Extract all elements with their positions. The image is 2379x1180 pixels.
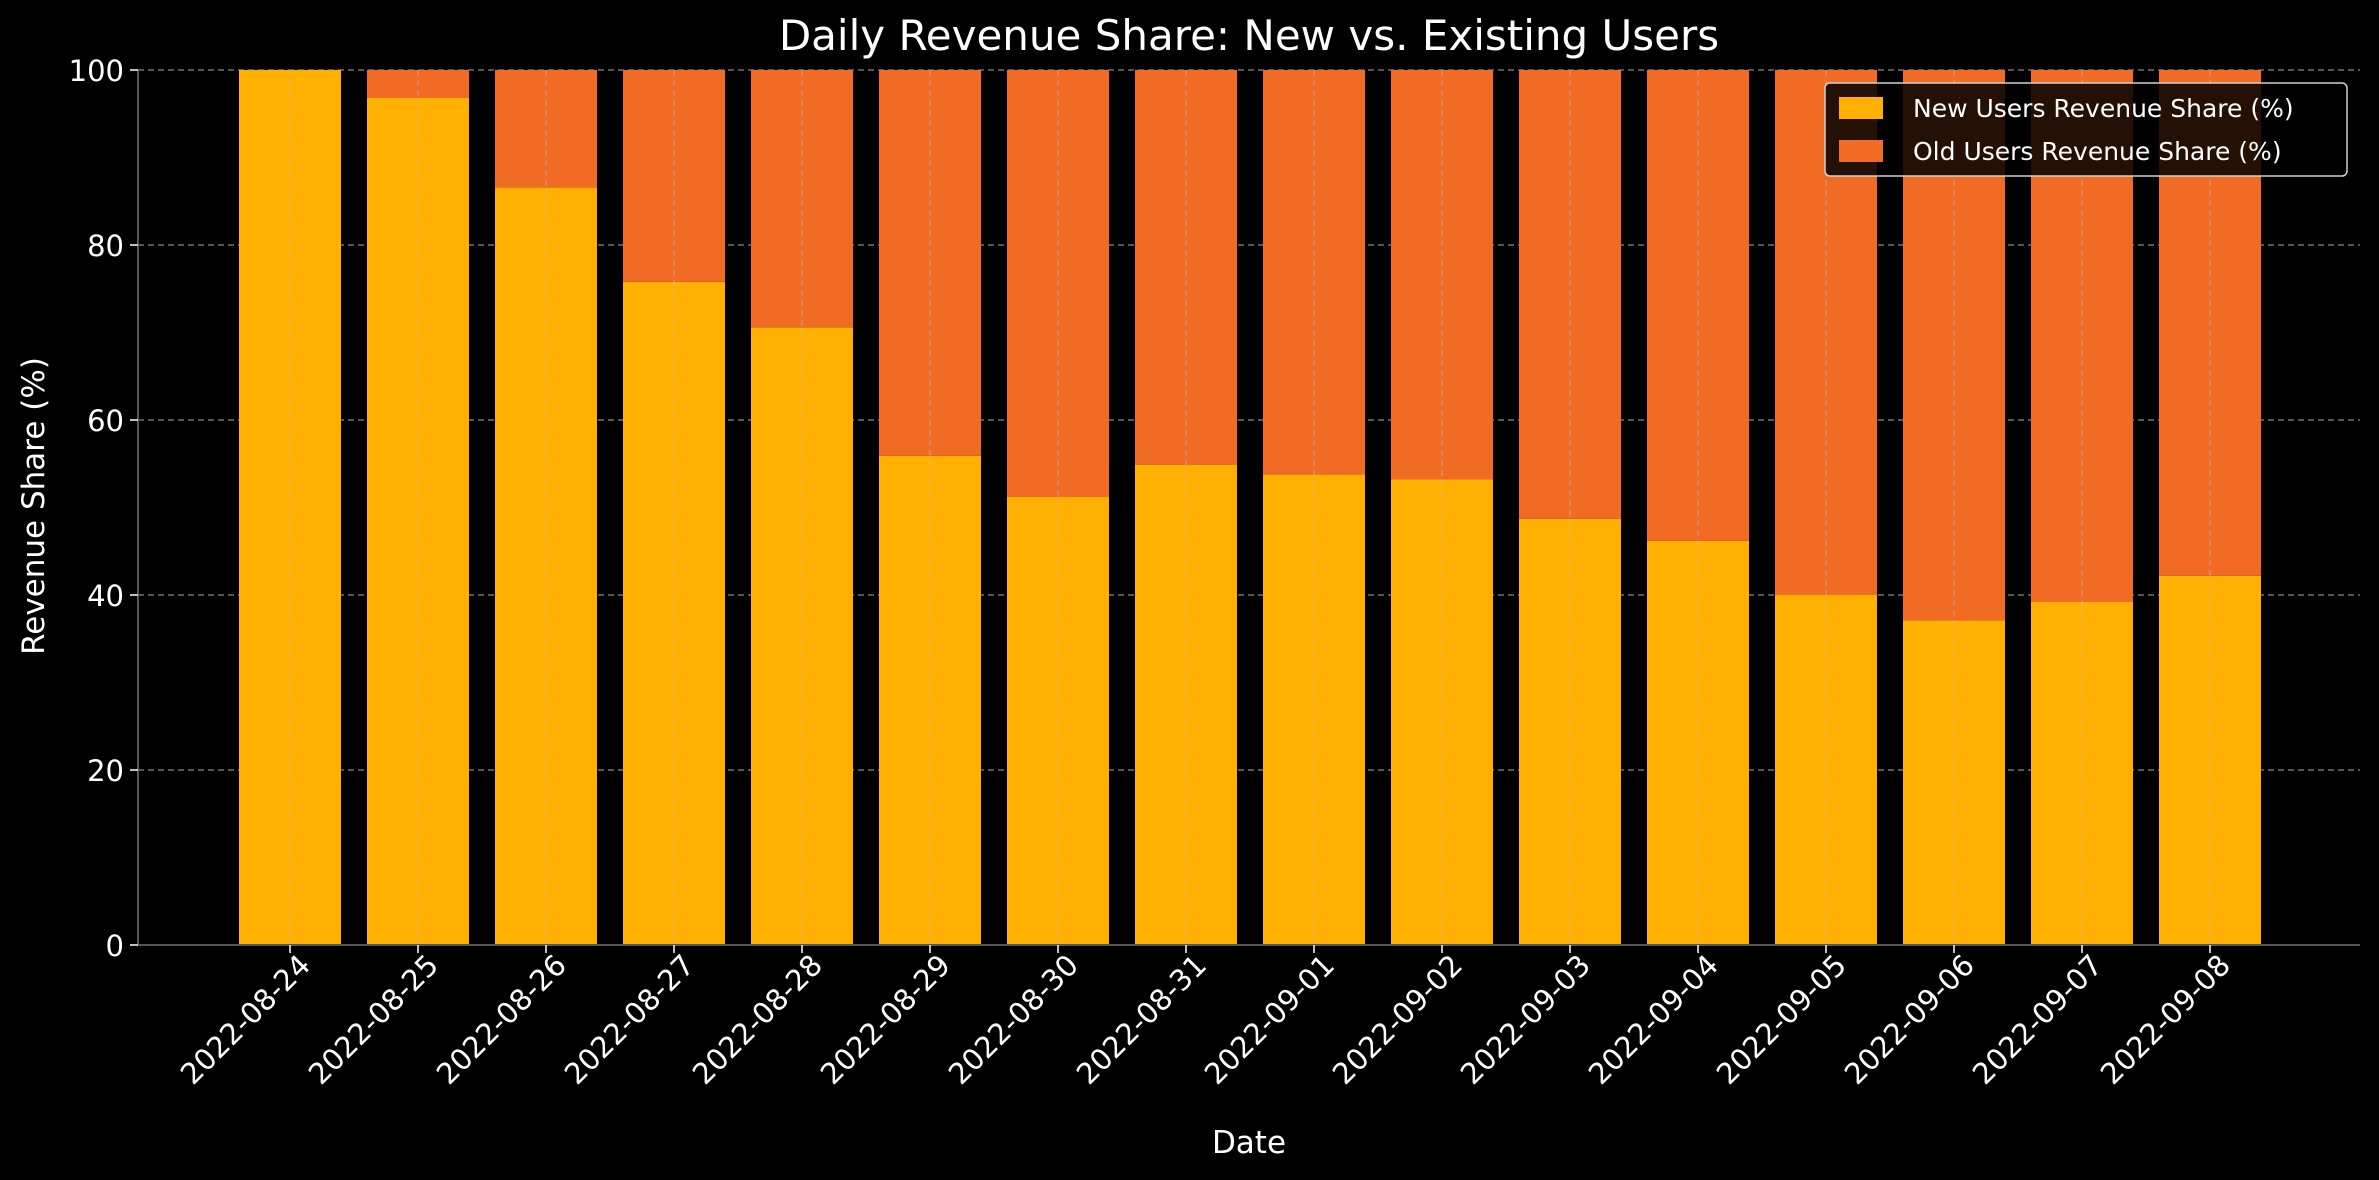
y-tick-label: 40 xyxy=(87,579,124,613)
y-tick-label: 60 xyxy=(87,404,124,438)
y-tick-label: 100 xyxy=(69,54,124,88)
y-axis-label: Revenue Share (%) xyxy=(16,357,52,655)
y-tick-label: 20 xyxy=(87,754,124,788)
legend-label-new-users: New Users Revenue Share (%) xyxy=(1913,94,2294,123)
legend-frame xyxy=(1824,82,2348,177)
overlay-gridlines xyxy=(289,70,2211,945)
chart-title: Daily Revenue Share: New vs. Existing Us… xyxy=(779,11,1719,60)
y-tick-label: 0 xyxy=(106,929,124,963)
axes xyxy=(130,69,2360,953)
legend-swatch-new-users xyxy=(1839,97,1883,119)
bar-old-users xyxy=(495,70,597,188)
legend-label-old-users: Old Users Revenue Share (%) xyxy=(1913,137,2282,166)
bar-old-users xyxy=(751,70,853,328)
legend-swatch-old-users xyxy=(1839,140,1883,162)
x-axis-label: Date xyxy=(1212,1125,1286,1161)
y-tick-label: 80 xyxy=(87,229,124,263)
legend: New Users Revenue Share (%) Old Users Rev… xyxy=(1824,82,2348,177)
